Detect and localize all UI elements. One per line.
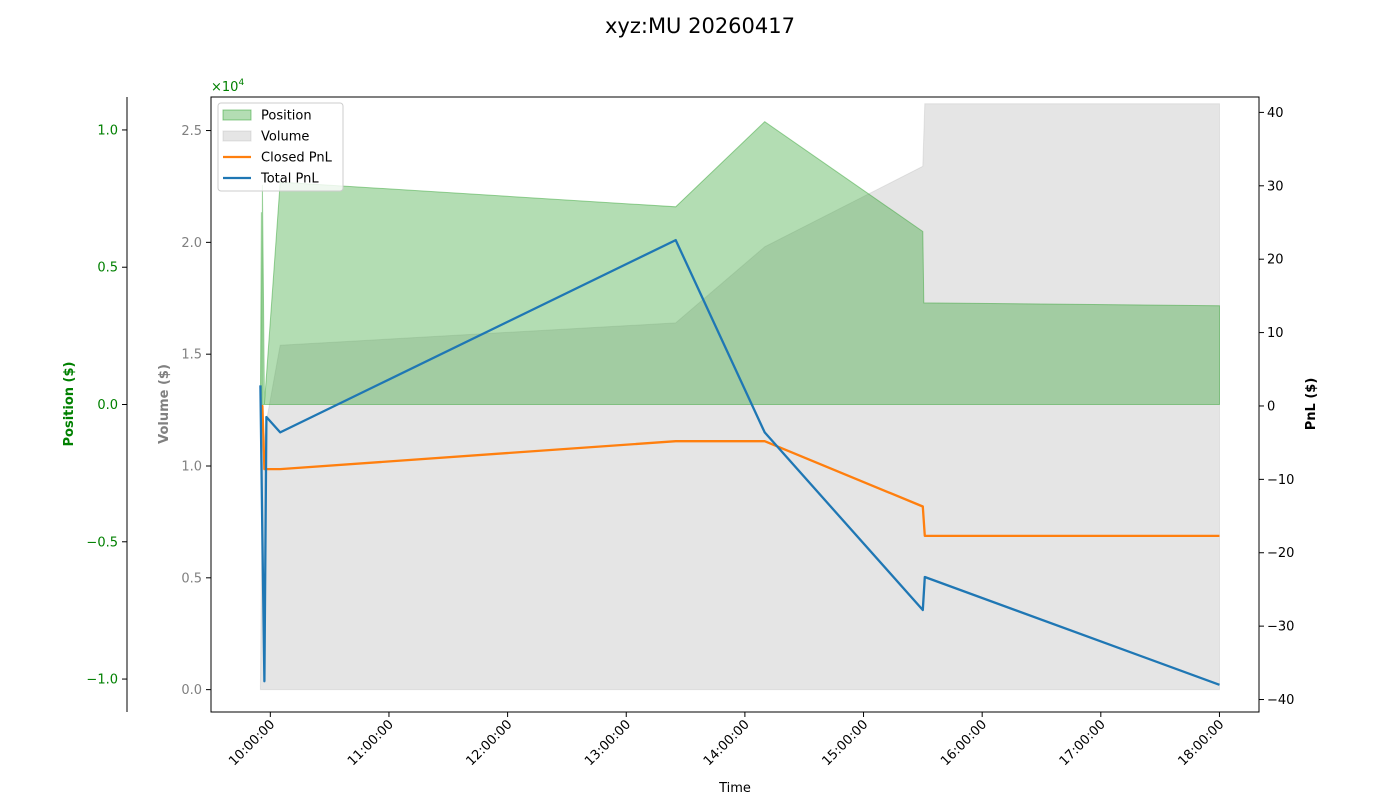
legend-label: Total PnL — [260, 172, 319, 187]
position-tick-label: −0.5 — [86, 535, 118, 550]
position-axis-label: Position ($) — [62, 362, 77, 447]
series-closed-pnl-line — [260, 404, 1220, 538]
volume-tick-label: 1.5 — [181, 348, 202, 363]
pnl-tick-label: −40 — [1267, 693, 1294, 708]
plot-frame — [210, 96, 1260, 713]
pnl-axis-label: PnL ($) — [1304, 378, 1319, 431]
legend-box — [217, 102, 344, 192]
multiplier-exponent: 4 — [238, 78, 244, 88]
volume-axis: 0.0 0.5 1.0 1.5 2.0 2.5 — [181, 124, 211, 698]
volume-tick-label: 2.0 — [181, 236, 202, 251]
legend-swatch-volume — [222, 130, 252, 142]
chart-title: xyz:MU 20260417 — [605, 14, 795, 38]
pnl-tick-label: −10 — [1267, 473, 1294, 488]
x-tick-label: 10:00:00 — [226, 717, 278, 769]
x-axis: 10:00:00 11:00:00 12:00:00 13:00:00 14:00:00… — [226, 712, 1227, 769]
x-tick-label: 14:00:00 — [701, 717, 753, 769]
x-tick-label: 11:00:00 — [345, 717, 397, 769]
position-tick-label: 0.0 — [97, 398, 118, 413]
pnl-tick-label: 20 — [1267, 253, 1284, 268]
volume-tick-label: 1.0 — [181, 460, 202, 475]
legend-swatch-position — [222, 109, 252, 121]
legend-label: Volume — [261, 130, 309, 145]
position-axis: −1.0 −0.5 0.0 0.5 1.0 — [86, 97, 128, 712]
x-tick-label: 13:00:00 — [582, 717, 634, 769]
area-layer — [259, 103, 1220, 691]
pnl-tick-label: 40 — [1267, 106, 1284, 121]
pnl-tick-label: 10 — [1267, 326, 1284, 341]
x-tick-label: 18:00:00 — [1175, 717, 1227, 769]
pnl-tick-label: 0 — [1267, 399, 1275, 414]
legend: Position Volume Closed PnL Total PnL — [217, 102, 344, 192]
position-axis-multiplier: ×104 — [211, 78, 244, 95]
series-volume-area — [259, 103, 1220, 691]
x-tick-label: 15:00:00 — [819, 717, 871, 769]
position-tick-label: 1.0 — [97, 123, 118, 138]
x-tick-label: 17:00:00 — [1057, 717, 1109, 769]
pnl-axis: −40 −30 −20 −10 0 10 20 30 40 — [1259, 106, 1294, 708]
volume-tick-label: 0.5 — [181, 571, 202, 586]
x-tick-label: 16:00:00 — [938, 717, 990, 769]
volume-axis-label: Volume ($) — [157, 364, 172, 444]
multiplier-base: ×10 — [211, 80, 238, 95]
series-position-area — [259, 121, 1220, 405]
pnl-tick-label: 30 — [1267, 179, 1284, 194]
volume-tick-label: 2.5 — [181, 124, 202, 139]
pnl-tick-label: −30 — [1267, 620, 1294, 635]
position-tick-label: −1.0 — [86, 673, 118, 688]
pnl-tick-label: −20 — [1267, 546, 1294, 561]
legend-label: Closed PnL — [261, 151, 333, 166]
position-tick-label: 0.5 — [97, 261, 118, 276]
series-total-pnl-line — [259, 238, 1220, 686]
line-layer — [259, 238, 1220, 686]
x-tick-label: 12:00:00 — [464, 717, 516, 769]
volume-tick-label: 0.0 — [181, 683, 202, 698]
x-axis-label: Time — [718, 781, 751, 796]
legend-label: Position — [261, 109, 312, 124]
